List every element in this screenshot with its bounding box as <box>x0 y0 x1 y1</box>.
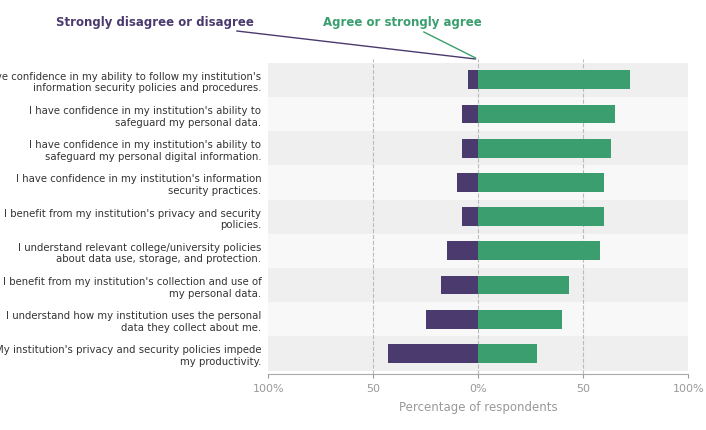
Bar <box>479 276 568 295</box>
Bar <box>268 132 688 166</box>
Bar <box>479 71 630 90</box>
Bar <box>268 200 688 234</box>
Bar <box>268 268 688 302</box>
Bar <box>268 302 688 337</box>
Bar <box>479 242 600 261</box>
Text: Agree or strongly agree: Agree or strongly agree <box>323 16 482 59</box>
Bar <box>388 344 479 363</box>
Bar <box>441 276 479 295</box>
Bar <box>479 174 604 192</box>
Bar <box>462 139 479 158</box>
Bar <box>479 310 563 329</box>
Bar <box>426 310 479 329</box>
Bar <box>457 174 479 192</box>
Bar <box>268 234 688 268</box>
Bar <box>479 139 611 158</box>
X-axis label: Percentage of respondents: Percentage of respondents <box>399 400 558 413</box>
Bar <box>268 64 688 98</box>
Bar <box>479 208 604 227</box>
Bar <box>447 242 479 261</box>
Bar <box>268 98 688 132</box>
Bar <box>462 105 479 124</box>
Bar <box>468 71 479 90</box>
Text: Strongly disagree or disagree: Strongly disagree or disagree <box>56 16 476 60</box>
Bar <box>268 166 688 200</box>
Bar <box>479 344 537 363</box>
Bar <box>479 105 615 124</box>
Bar <box>268 337 688 371</box>
Bar <box>462 208 479 227</box>
